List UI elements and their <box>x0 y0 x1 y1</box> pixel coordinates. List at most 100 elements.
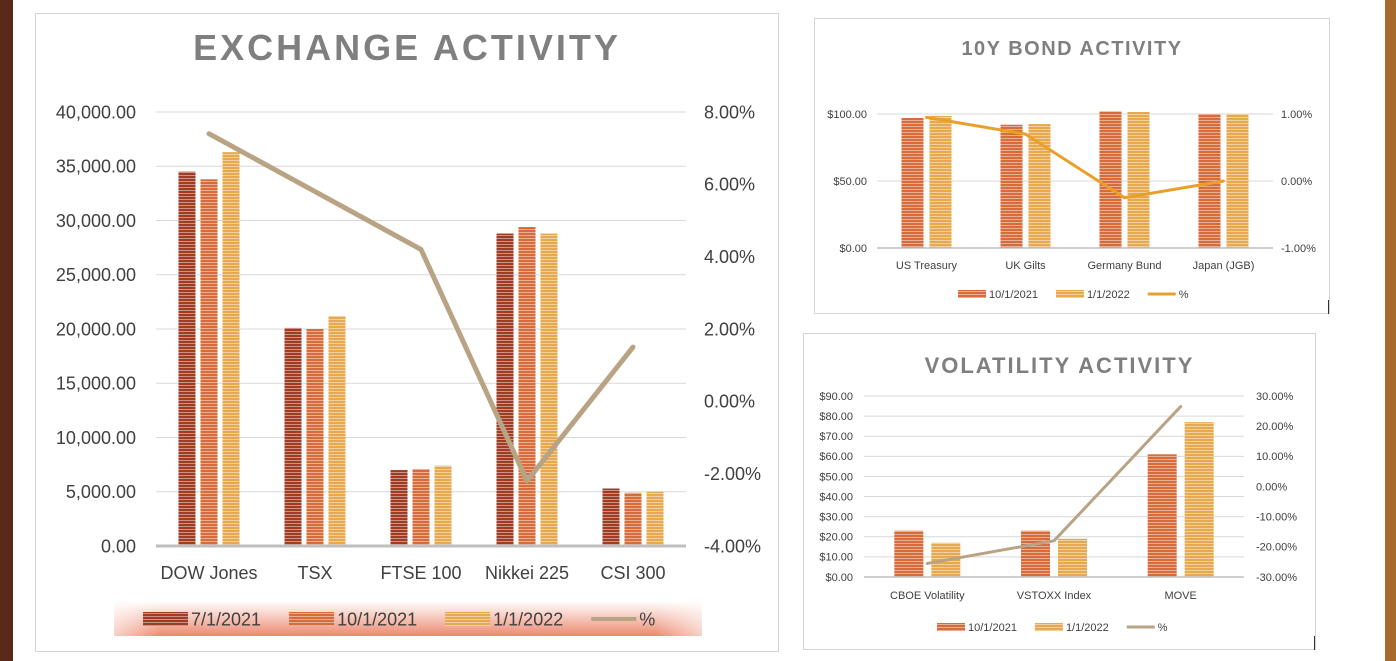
chart-title: VOLATILITY ACTIVITY <box>925 353 1195 378</box>
y-right-tick-label: 0.00% <box>1256 481 1287 493</box>
category-label: Nikkei 225 <box>485 563 569 583</box>
category-label: VSTOXX Index <box>1017 590 1092 602</box>
y-right-tick-label: 0.00% <box>1281 176 1312 188</box>
percent-line <box>925 405 1183 565</box>
bar-10-1-2021-1 <box>306 329 324 546</box>
c1-svg: EXCHANGE ACTIVITY 0.00 5,000.00 10,000.00 15… <box>56 27 761 636</box>
y-right-tick-label: -1.00% <box>1281 243 1316 255</box>
y-right-tick-label: -4.00% <box>704 536 761 556</box>
legend-swatch <box>143 612 188 626</box>
bar-7-1-2021-4 <box>602 488 620 546</box>
y-left-tick-label: $20.00 <box>819 532 853 544</box>
y-right-tick-label: 0.00% <box>704 392 755 412</box>
legend-label: % <box>1158 622 1168 634</box>
legend-swatch <box>937 623 965 631</box>
y-left-tick-label: $0.00 <box>825 572 853 584</box>
y-left-tick-label: 15,000.00 <box>56 374 136 394</box>
volatility-activity-panel[interactable]: VOLATILITY ACTIVITY $0.00 $10.00 $20.00 $30.… <box>803 333 1316 650</box>
left-frame-border <box>0 0 13 661</box>
legend-label: 1/1/2022 <box>493 609 563 629</box>
cell-cursor-mark <box>1328 300 1329 314</box>
bar-7-1-2021-3 <box>496 233 514 546</box>
cell-cursor-mark <box>1314 636 1315 650</box>
y-left-tick-label: 5,000.00 <box>66 482 136 502</box>
y-left-tick-label: $90.00 <box>819 391 853 403</box>
bar-1-1-2022-2 <box>434 465 452 546</box>
y-left-tick-label: $40.00 <box>819 491 853 503</box>
y-right-tick-label: 8.00% <box>704 102 755 122</box>
bar-7-1-2021-0 <box>178 171 196 547</box>
y-right-tick-label: -30.00% <box>1256 572 1297 584</box>
legend-swatch <box>445 612 491 626</box>
chart-title: EXCHANGE ACTIVITY <box>193 27 621 68</box>
legend-label: % <box>639 609 655 629</box>
legend-label: 1/1/2022 <box>1087 289 1130 301</box>
category-label: FTSE 100 <box>380 563 461 583</box>
y-left-tick-label: 30,000.00 <box>56 211 136 231</box>
legend-swatch <box>289 612 335 626</box>
y-left-tick-label: $10.00 <box>819 552 853 564</box>
y-left-tick-label: 35,000.00 <box>56 157 136 177</box>
legend-label: 7/1/2021 <box>191 609 261 629</box>
legend-label: 10/1/2021 <box>989 289 1038 301</box>
exchange-activity-panel[interactable]: EXCHANGE ACTIVITY 0.00 5,000.00 10,000.00 15… <box>35 13 779 652</box>
y-right-tick-label: -10.00% <box>1256 512 1297 524</box>
y-left-tick-label: $100.00 <box>827 109 867 121</box>
bar-10-1-2021-2 <box>1099 111 1122 248</box>
bar-1-1-2022-3 <box>1226 114 1249 248</box>
bar-1-1-2022-1 <box>328 315 346 546</box>
bar-1-1-2022-2 <box>1184 422 1214 577</box>
legend-swatch <box>1034 623 1063 631</box>
y-left-tick-label: $60.00 <box>819 451 853 463</box>
bar-10-1-2021-2 <box>412 468 430 546</box>
right-frame-border <box>1385 0 1396 661</box>
bar-10-1-2021-0 <box>200 179 218 546</box>
category-label: CBOE Volatility <box>890 590 965 602</box>
chart-title: 10Y BOND ACTIVITY <box>961 38 1182 60</box>
bar-1-1-2022-0 <box>222 152 240 546</box>
category-label: Germany Bund <box>1088 260 1162 272</box>
y-right-tick-label: 1.00% <box>1281 109 1312 121</box>
y-left-tick-label: 20,000.00 <box>56 319 136 339</box>
y-left-tick-label: 40,000.00 <box>56 102 136 122</box>
y-left-tick-label: $50.00 <box>833 176 867 188</box>
bar-1-1-2022-4 <box>646 491 664 546</box>
bar-10-1-2021-3 <box>518 227 536 546</box>
y-left-tick-label: $0.00 <box>839 243 867 255</box>
bar-1-1-2022-3 <box>540 233 558 546</box>
y-left-tick-label: $70.00 <box>819 431 853 443</box>
y-right-tick-label: 6.00% <box>704 175 755 195</box>
y-left-tick-label: $30.00 <box>819 512 853 524</box>
bar-7-1-2021-1 <box>284 327 302 546</box>
bar-7-1-2021-2 <box>390 470 408 546</box>
legend-swatch <box>958 290 986 298</box>
legend-label: % <box>1179 289 1189 301</box>
y-left-tick-label: 0.00 <box>101 536 136 556</box>
y-right-tick-label: 30.00% <box>1256 391 1294 403</box>
bar-10-1-2021-1 <box>1021 530 1050 577</box>
category-label: UK Gilts <box>1005 260 1046 272</box>
category-label: US Treasury <box>896 260 958 272</box>
bar-10-1-2021-0 <box>901 118 924 249</box>
y-right-tick-label: 20.00% <box>1256 421 1294 433</box>
legend-swatch <box>1055 290 1084 298</box>
bar-1-1-2022-1 <box>1058 538 1087 577</box>
percent-line <box>206 131 636 484</box>
legend-label: 10/1/2021 <box>337 609 417 629</box>
c2-svg: 10Y BOND ACTIVITY $0.00 $50.00 $100.00 -1.00… <box>827 38 1316 301</box>
percent-line <box>925 115 1225 200</box>
y-left-tick-label: $50.00 <box>819 471 853 483</box>
y-right-tick-label: 2.00% <box>704 319 755 339</box>
c3-svg: VOLATILITY ACTIVITY $0.00 $10.00 $20.00 $30.… <box>819 353 1297 634</box>
y-left-tick-label: 25,000.00 <box>56 265 136 285</box>
legend-label: 1/1/2022 <box>1066 622 1109 634</box>
category-label: TSX <box>297 563 332 583</box>
y-right-tick-label: -2.00% <box>704 464 761 484</box>
bar-10-1-2021-3 <box>1198 114 1221 248</box>
bond-activity-panel[interactable]: 10Y BOND ACTIVITY $0.00 $50.00 $100.00 -1.00… <box>814 18 1330 314</box>
bar-1-1-2022-0 <box>929 116 952 248</box>
category-label: DOW Jones <box>160 563 257 583</box>
y-left-tick-label: 10,000.00 <box>56 428 136 448</box>
bar-10-1-2021-4 <box>624 492 642 546</box>
bar-10-1-2021-0 <box>894 530 924 577</box>
